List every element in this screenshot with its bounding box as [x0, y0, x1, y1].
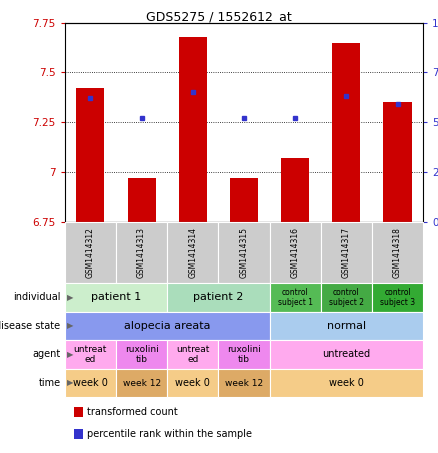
Text: ▶: ▶ — [67, 293, 74, 302]
Text: time: time — [38, 378, 60, 388]
Text: week 12: week 12 — [225, 379, 263, 387]
Text: GSM1414314: GSM1414314 — [188, 227, 197, 278]
Text: ▶: ▶ — [67, 350, 74, 359]
Text: ▶: ▶ — [67, 379, 74, 387]
Text: untreat
ed: untreat ed — [74, 345, 107, 364]
Text: ▶: ▶ — [67, 322, 74, 330]
Text: week 12: week 12 — [123, 379, 161, 387]
Bar — [230, 178, 258, 222]
Text: week 0: week 0 — [73, 378, 108, 388]
Bar — [76, 88, 105, 222]
Text: control
subject 3: control subject 3 — [380, 288, 415, 307]
Text: transformed count: transformed count — [87, 407, 177, 417]
Text: GSM1414316: GSM1414316 — [291, 227, 300, 278]
Text: untreated: untreated — [322, 349, 371, 360]
Text: week 0: week 0 — [175, 378, 210, 388]
Text: GSM1414317: GSM1414317 — [342, 227, 351, 278]
Text: GSM1414315: GSM1414315 — [240, 227, 248, 278]
Text: percentile rank within the sample: percentile rank within the sample — [87, 429, 252, 439]
Text: normal: normal — [327, 321, 366, 331]
Bar — [383, 102, 412, 222]
Text: patient 1: patient 1 — [91, 292, 141, 303]
Text: patient 2: patient 2 — [193, 292, 244, 303]
Text: ruxolini
tib: ruxolini tib — [125, 345, 159, 364]
Text: GSM1414318: GSM1414318 — [393, 227, 402, 278]
Text: untreat
ed: untreat ed — [176, 345, 209, 364]
Text: agent: agent — [32, 349, 60, 360]
Text: control
subject 2: control subject 2 — [329, 288, 364, 307]
Text: week 0: week 0 — [329, 378, 364, 388]
Text: GDS5275 / 1552612_at: GDS5275 / 1552612_at — [146, 10, 292, 23]
Bar — [179, 37, 207, 222]
Text: alopecia areata: alopecia areata — [124, 321, 210, 331]
Text: individual: individual — [13, 292, 60, 303]
Bar — [281, 158, 309, 222]
Text: GSM1414313: GSM1414313 — [137, 227, 146, 278]
Text: disease state: disease state — [0, 321, 60, 331]
Bar — [332, 43, 360, 222]
Text: ruxolini
tib: ruxolini tib — [227, 345, 261, 364]
Text: control
subject 1: control subject 1 — [278, 288, 313, 307]
Bar — [127, 178, 155, 222]
Text: GSM1414312: GSM1414312 — [86, 227, 95, 278]
